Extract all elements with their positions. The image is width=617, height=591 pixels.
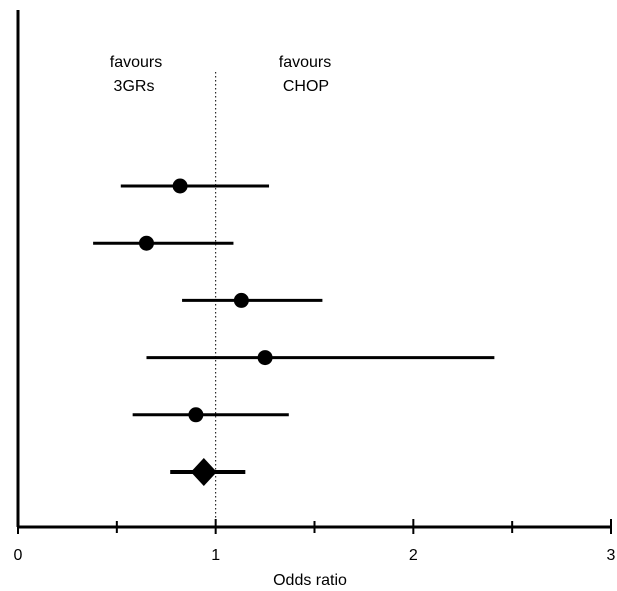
study-point [188,407,204,423]
x-tick-label: 2 [409,547,418,564]
annotation-left-line2: 3GRs [114,78,155,95]
study-point [138,235,154,251]
pooled-diamond [190,458,217,486]
x-axis-ticks: 0 1 2 3 [14,519,616,564]
annotation-right-line2: CHOP [283,78,329,95]
annotation-right-line1: favours [279,54,331,71]
x-tick-label: 3 [607,547,616,564]
x-axis-label: Odds ratio [273,572,347,589]
x-tick-label: 0 [14,547,23,564]
study-point [233,292,249,308]
x-tick-label: 1 [211,547,220,564]
study-marks [93,178,495,486]
study-point [257,350,273,366]
study-point [172,178,188,194]
annotation-left-line1: favours [110,54,162,71]
